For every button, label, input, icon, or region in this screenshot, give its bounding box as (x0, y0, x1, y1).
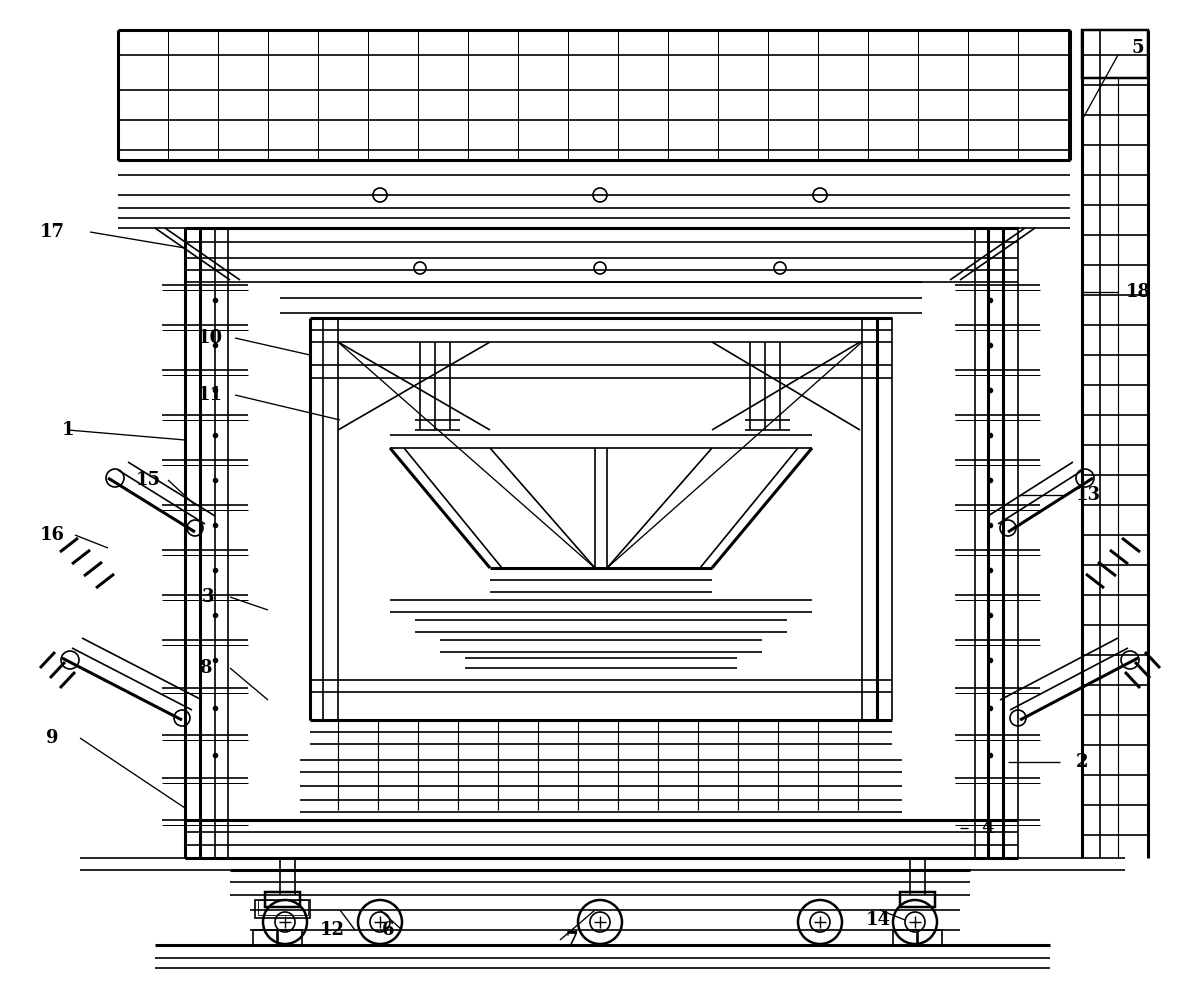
Text: 5: 5 (1131, 39, 1145, 57)
Text: 6: 6 (382, 921, 394, 939)
Bar (918, 930, 942, 945)
Circle shape (414, 262, 426, 274)
Circle shape (593, 188, 607, 202)
Circle shape (374, 188, 387, 202)
Text: 14: 14 (866, 911, 890, 929)
Text: 8: 8 (198, 659, 211, 677)
Bar (900, 892, 936, 907)
Text: 17: 17 (40, 223, 65, 241)
Text: 11: 11 (197, 386, 222, 404)
Text: 18: 18 (1125, 283, 1151, 301)
Bar (258, 900, 307, 915)
Text: 1: 1 (61, 421, 74, 439)
Bar (277, 930, 301, 945)
Bar (894, 930, 918, 945)
Bar (265, 892, 300, 907)
Text: 2: 2 (1076, 753, 1088, 771)
Text: 13: 13 (1076, 486, 1100, 504)
Bar (255, 900, 310, 918)
Text: 3: 3 (202, 588, 214, 606)
Bar (253, 930, 277, 945)
Text: 10: 10 (197, 329, 222, 347)
Text: 16: 16 (40, 526, 65, 544)
Text: 15: 15 (136, 471, 161, 489)
Text: 4: 4 (981, 819, 994, 837)
Circle shape (813, 188, 827, 202)
Circle shape (773, 262, 785, 274)
Bar (1082, 30, 1148, 78)
Text: 9: 9 (46, 729, 59, 747)
Circle shape (594, 262, 607, 274)
Text: 12: 12 (319, 921, 345, 939)
Text: 7: 7 (566, 931, 578, 949)
